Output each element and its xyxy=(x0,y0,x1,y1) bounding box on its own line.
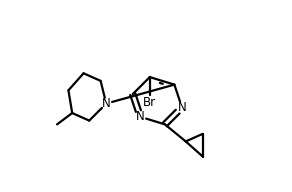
Text: Br: Br xyxy=(143,96,156,109)
Text: N: N xyxy=(178,101,186,114)
Text: N: N xyxy=(136,110,145,123)
Text: N: N xyxy=(102,97,111,110)
